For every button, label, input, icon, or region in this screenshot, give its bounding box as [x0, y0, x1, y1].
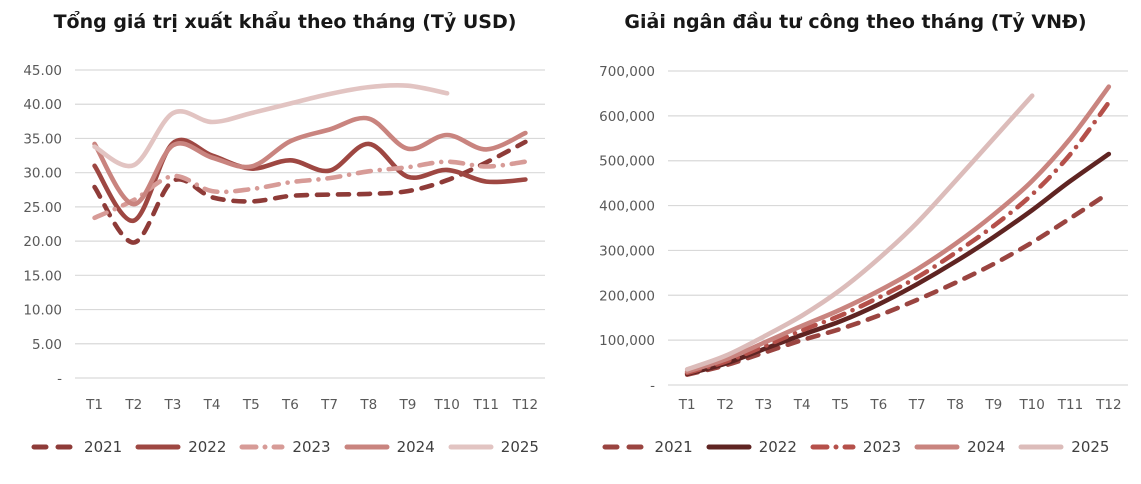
- legend-swatch-icon: [448, 444, 494, 450]
- legend-swatch-icon: [31, 444, 77, 450]
- y-tick-label: 300,000: [599, 243, 655, 259]
- legend-item-2021: 2021: [602, 438, 693, 456]
- legend-item-label: 2021: [84, 438, 123, 456]
- legend-item-2024: 2024: [344, 438, 435, 456]
- legend-swatch-icon: [135, 444, 181, 450]
- legend-item-2022: 2022: [135, 438, 226, 456]
- x-tick-label: T2: [124, 397, 142, 413]
- y-tick-label: 40.00: [23, 97, 62, 113]
- export-chart: Tổng giá trị xuất khẩu theo tháng (Tỷ US…: [0, 0, 570, 484]
- series-line-2021: [92, 139, 528, 245]
- legend-item-label: 2021: [654, 438, 693, 456]
- x-tick-label: T4: [203, 397, 221, 413]
- y-tick-label: 10.00: [23, 303, 62, 319]
- legend-item-label: 2024: [396, 438, 435, 456]
- y-tick-label: 500,000: [599, 154, 655, 170]
- legend-swatch-icon: [706, 444, 752, 450]
- series-line-2022: [684, 151, 1112, 377]
- series-line-2025: [92, 83, 450, 169]
- x-tick-label: T12: [1095, 397, 1121, 413]
- x-tick-label: T1: [85, 397, 103, 413]
- x-tick-label: T9: [984, 397, 1002, 413]
- y-tick-label: -: [57, 371, 62, 387]
- legend-swatch-icon: [914, 444, 960, 450]
- x-tick-label: T8: [359, 397, 377, 413]
- x-tick-label: T7: [320, 397, 338, 413]
- y-tick-label: 100,000: [599, 333, 655, 349]
- legend-swatch-icon: [602, 444, 648, 450]
- x-tick-label: T5: [242, 397, 260, 413]
- series-line-2021: [684, 190, 1112, 377]
- legend-item-label: 2023: [292, 438, 331, 456]
- x-tick-label: T11: [1057, 397, 1083, 413]
- y-tick-label: 400,000: [599, 199, 655, 215]
- series-line-2024: [684, 84, 1112, 374]
- y-tick-label: 20.00: [23, 234, 62, 250]
- legend-item-2023: 2023: [810, 438, 901, 456]
- x-tick-label: T3: [754, 397, 772, 413]
- chart-legend: 2021 2022 2023 2024 2025: [570, 438, 1141, 456]
- x-tick-label: T11: [473, 397, 499, 413]
- x-tick-label: T12: [512, 397, 538, 413]
- legend-swatch-icon: [1018, 444, 1064, 450]
- y-tick-label: 30.00: [23, 166, 62, 182]
- y-tick-label: 700,000: [599, 64, 655, 80]
- chart-plot-area: - 5.00 10.00 15.00 20.00 25.00 30.00 35.00 40.00…: [23, 63, 545, 413]
- chart-plot-area: - 100,000 200,000 300,000 400,000 500,000 600,…: [599, 64, 1128, 413]
- legend-item-label: 2025: [1071, 438, 1110, 456]
- y-tick-label: 200,000: [599, 288, 655, 304]
- series-line-2023: [684, 100, 1112, 376]
- legend-item-2024: 2024: [914, 438, 1005, 456]
- legend-item-2021: 2021: [31, 438, 122, 456]
- x-tick-label: T6: [869, 397, 887, 413]
- y-tick-label: 25.00: [23, 200, 62, 216]
- x-tick-label: T5: [831, 397, 849, 413]
- y-tick-label: 35.00: [23, 131, 62, 147]
- legend-swatch-icon: [810, 444, 856, 450]
- legend-item-label: 2023: [862, 438, 902, 456]
- legend-item-label: 2025: [500, 438, 539, 456]
- x-tick-label: T10: [433, 397, 459, 413]
- x-tick-label: T10: [1018, 397, 1044, 413]
- legend-item-label: 2024: [967, 438, 1006, 456]
- legend-item-2025: 2025: [1018, 438, 1109, 456]
- x-tick-label: T4: [793, 397, 811, 413]
- series-line-2024: [92, 115, 528, 207]
- x-tick-label: T3: [163, 397, 181, 413]
- legend-item-2025: 2025: [448, 438, 539, 456]
- x-tick-label: T8: [946, 397, 964, 413]
- legend-item-label: 2022: [188, 438, 227, 456]
- y-tick-label: 600,000: [599, 109, 655, 125]
- legend-item-label: 2022: [758, 438, 797, 456]
- investment-chart: Giải ngân đầu tư công theo tháng (Tỷ VNĐ…: [570, 0, 1141, 484]
- y-tick-label: -: [650, 378, 655, 394]
- chart-title: Tổng giá trị xuất khẩu theo tháng (Tỷ US…: [53, 11, 517, 33]
- chart-legend: 2021 2022 2023 2024 2025: [0, 438, 570, 456]
- legend-item-2022: 2022: [706, 438, 797, 456]
- series-line-2025: [684, 93, 1035, 372]
- x-tick-label: T2: [716, 397, 734, 413]
- legend-swatch-icon: [344, 444, 390, 450]
- legend-swatch-icon: [239, 444, 285, 450]
- x-tick-label: T7: [908, 397, 926, 413]
- legend-item-2023: 2023: [239, 438, 331, 456]
- y-tick-label: 45.00: [23, 63, 62, 79]
- x-tick-label: T1: [678, 397, 696, 413]
- y-tick-label: 15.00: [23, 268, 62, 284]
- x-tick-label: T9: [398, 397, 416, 413]
- series-line-2023: [92, 159, 528, 221]
- x-tick-label: T6: [281, 397, 299, 413]
- y-tick-label: 5.00: [32, 337, 62, 353]
- chart-title: Giải ngân đầu tư công theo tháng (Tỷ VNĐ…: [624, 11, 1087, 33]
